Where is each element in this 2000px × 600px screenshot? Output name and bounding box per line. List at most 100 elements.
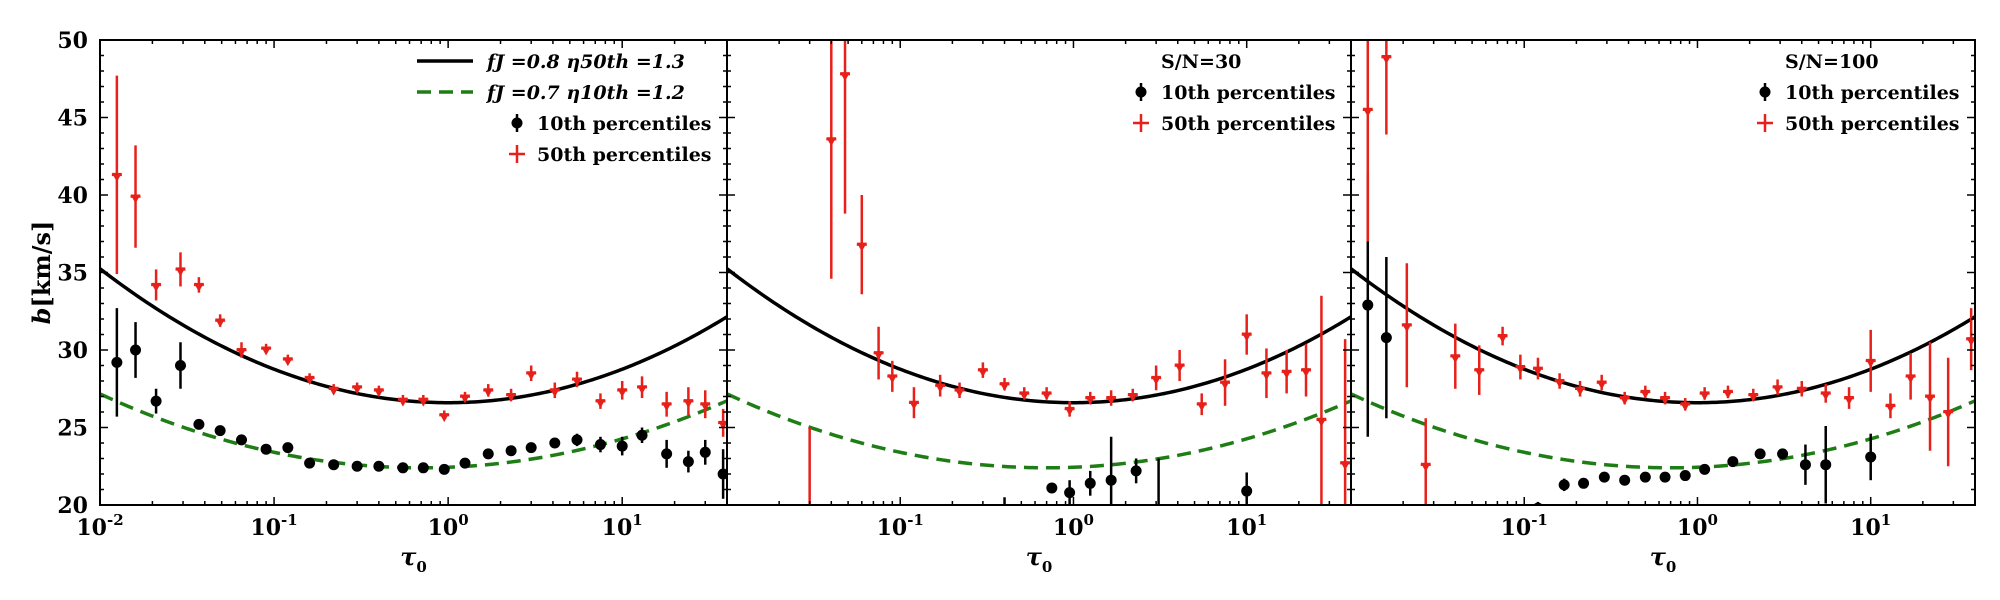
arrow-marker [439,413,450,423]
arrow-marker [840,72,851,82]
x-tick-label: 101 [1226,511,1267,541]
dot-marker [1659,471,1671,483]
dot-marker [616,440,628,452]
arrow-marker [506,392,517,402]
data-point-10th [1157,458,1160,505]
legend-label: fJ =0.8 η50th =1.3 [485,51,685,73]
data-point-50th [873,326,884,380]
data-point-10th [661,439,673,468]
data-point-50th [1772,379,1783,395]
dot-marker [351,460,363,472]
data-point-50th [840,40,851,214]
data-point-50th [506,388,517,402]
dot-marker [438,463,450,475]
arrow-marker [1420,462,1431,472]
data-point-50th [1722,385,1733,399]
dot-marker [1084,477,1096,489]
data-point-10th [328,459,340,471]
arrow-marker [1722,389,1733,399]
dot-marker [459,457,471,469]
arrow-marker [193,282,204,292]
dot-marker [699,446,711,458]
y-tick-label: 50 [57,28,88,54]
arrow-marker [1301,368,1312,378]
data-point-50th [1943,357,1954,467]
dot-marker [174,360,186,371]
data-point-10th [1659,471,1671,483]
arrow-marker [1174,363,1185,373]
legend-entry: 10th percentiles [1759,82,1960,104]
arrow-marker [1497,334,1508,344]
arrow-marker [1820,391,1831,401]
dot-marker [1130,465,1142,477]
arrow-marker [1362,107,1373,117]
legend: S/N=30 10th percentiles 50th percentiles [1133,51,1336,135]
dot-marker [397,462,409,474]
arrow-marker [460,394,471,404]
arrow-marker [1699,391,1710,401]
arrow-marker [1261,371,1272,381]
data-point-50th [439,410,450,423]
arrow-marker [1316,417,1327,427]
data-point-10th [549,437,561,449]
dot-marker [549,437,561,449]
arrow-marker [1905,374,1916,384]
dot-marker [717,468,727,480]
data-point-10th [1578,477,1590,489]
arrow-marker [1281,369,1292,379]
arrow-marker [977,368,988,378]
plot-area [100,75,727,499]
arrow-marker [887,374,898,384]
data-point-10th [438,463,450,475]
data-point-10th [1064,480,1076,505]
data-point-50th [1340,339,1351,505]
data-point-10th [417,462,429,474]
arrow-marker [1596,380,1607,390]
x-tick-label: 100 [1677,511,1718,541]
data-point-50th [236,342,247,358]
legend-label: 10th percentiles [1161,82,1336,104]
arrow-marker [908,400,919,410]
arrow-marker [1151,375,1162,385]
data-point-10th [1754,448,1766,460]
x-tick-label: 100 [1053,511,1094,541]
arrow-marker [1619,396,1630,406]
data-point-50th [1575,381,1586,397]
y-tick-label: 20 [57,493,88,519]
legend-entry: 50th percentiles [1757,113,1960,135]
x-axis-label: τ0 [400,542,427,576]
data-point-10th [174,342,186,389]
data-point-50th [1019,387,1030,401]
data-point-50th [175,252,186,287]
data-point-10th [636,427,648,443]
data-point-10th [1679,470,1691,482]
data-point-50th [261,343,272,356]
plot-area [1351,40,1975,505]
data-point-50th [1261,348,1272,399]
arrow-marker [1680,402,1691,412]
arrow-marker [151,282,162,292]
arrow-marker [1844,396,1855,406]
arrow-marker [175,267,186,277]
data-point-50th [1925,342,1936,451]
panel-left: 10-2 10-1 100 101 τ0 20 25 30 35 40 45 50 b[km/s] fJ … [27,28,728,576]
data-point-50th [908,387,919,419]
legend-label: 50th percentiles [1161,113,1336,135]
dot-marker [571,434,583,446]
data-point-50th [1281,350,1292,394]
data-point-50th [887,360,898,392]
data-point-50th [826,40,837,279]
data-point-10th [1046,482,1058,494]
data-point-50th [700,390,711,419]
data-point-50th [935,374,946,397]
data-point-50th [856,195,867,295]
data-point-10th [482,448,494,460]
data-point-50th [1420,418,1431,505]
data-point-50th [549,382,560,399]
arrow-marker [700,402,711,412]
data-point-50th [1596,374,1607,391]
data-point-10th [397,462,409,474]
data-point-50th [1127,388,1138,402]
arrow-marker [873,351,884,361]
data-point-50th [808,427,811,505]
